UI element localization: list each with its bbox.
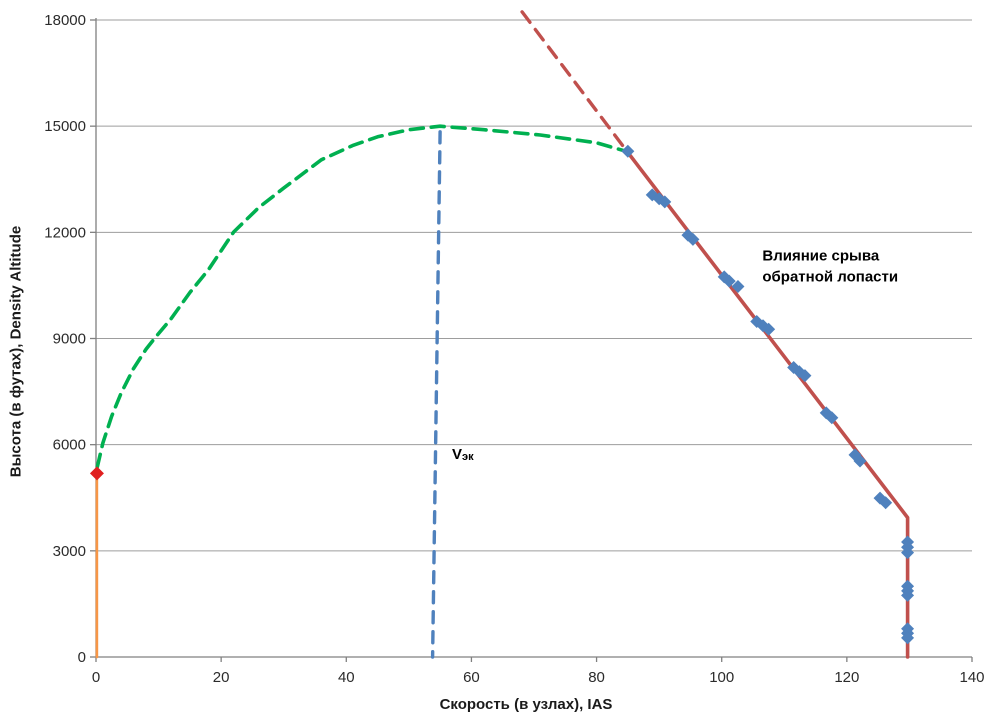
x-tick-label-80: 80 [588, 669, 605, 686]
x-tick-label-140: 140 [959, 669, 984, 686]
y-axis-title: Высота (в футах), Density Altitude [7, 225, 25, 478]
x-tick-label-0: 0 [92, 669, 100, 686]
y-tick-label-12000: 12000 [44, 224, 86, 241]
vek-label: Vэк [452, 446, 474, 463]
flight-test-points-marker-5 [686, 232, 700, 246]
x-tick-label-100: 100 [709, 669, 734, 686]
stall-line-extension [520, 10, 629, 154]
stall-boundary-line [625, 149, 910, 659]
flight-test-points-marker-8 [731, 279, 745, 293]
stall-label: Влияние срыва обратной лопасти [762, 248, 898, 286]
flight-test-points-marker-20 [879, 496, 893, 510]
hv-envelope-curve [95, 124, 630, 469]
x-tick-label-20: 20 [213, 669, 230, 686]
flight-test-points-marker-0 [621, 144, 635, 158]
flight-test-points-marker-14 [798, 369, 812, 383]
y-tick-label-9000: 9000 [53, 331, 86, 348]
flight-test-points-marker-3 [658, 195, 672, 209]
y-tick-label-3000: 3000 [53, 543, 86, 560]
flight-test-points-marker-26 [901, 588, 915, 602]
y-tick-label-18000: 18000 [44, 12, 86, 29]
flight-test-points-marker-11 [762, 322, 776, 336]
x-tick-label-40: 40 [338, 669, 355, 686]
flight-test-points-marker-16 [825, 411, 839, 425]
y-tick-label-15000: 15000 [44, 118, 86, 135]
flight-test-points-marker-23 [901, 546, 915, 560]
hover-point-marker-0 [89, 466, 104, 481]
flight-test-points-marker-18 [853, 454, 867, 468]
y-tick-label-0: 0 [78, 649, 86, 666]
x-tick-label-60: 60 [463, 669, 480, 686]
flight-test-points-marker-7 [722, 274, 736, 288]
y-tick-label-6000: 6000 [53, 437, 86, 454]
x-tick-label-120: 120 [834, 669, 859, 686]
x-axis-title: Скорость (в узлах), IAS [439, 696, 613, 713]
vek-reference-line [430, 130, 442, 659]
flight-test-points-marker-29 [901, 631, 915, 645]
